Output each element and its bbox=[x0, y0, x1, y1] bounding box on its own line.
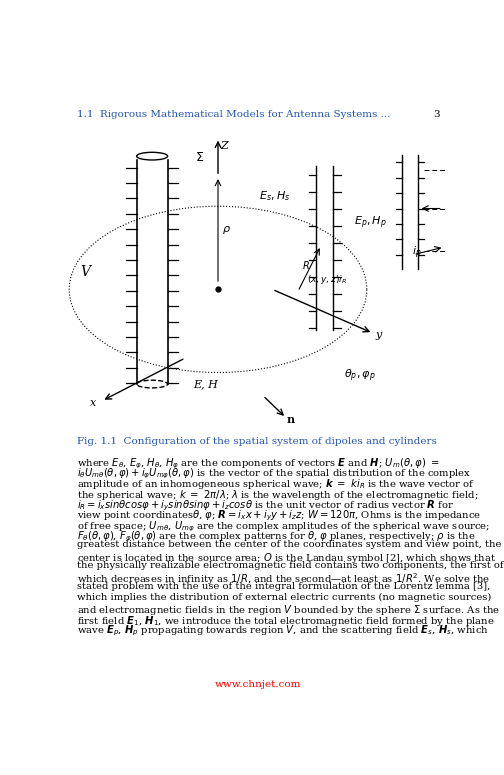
Text: $F_\theta(\theta,\varphi)$, $F_\varphi(\theta,\varphi)$ are the complex patterns: $F_\theta(\theta,\varphi)$, $F_\varphi(\… bbox=[77, 530, 476, 544]
Text: x: x bbox=[90, 398, 96, 408]
Text: which implies the distribution of external electric currents (no magnetic source: which implies the distribution of extern… bbox=[77, 593, 491, 601]
Text: $i_p$: $i_p$ bbox=[412, 244, 421, 260]
Text: Fig. 1.1  Configuration of the spatial system of dipoles and cylinders: Fig. 1.1 Configuration of the spatial sy… bbox=[77, 437, 437, 446]
Text: the spherical wave; $k$ $=$ $2\pi/\lambda$; $\lambda$ is the wavelength of the e: the spherical wave; $k$ $=$ $2\pi/\lambd… bbox=[77, 487, 478, 502]
Text: www.chnjet.com: www.chnjet.com bbox=[215, 680, 301, 689]
Text: of free space; $U_{m\theta}$, $U_{m\varphi}$ are the complex amplitudes of the s: of free space; $U_{m\theta}$, $U_{m\varp… bbox=[77, 519, 490, 534]
Text: center is located in the source area; $O$ is the Landau symbol [2], which shows : center is located in the source area; $O… bbox=[77, 551, 496, 565]
Text: $\theta_p, \varphi_p$: $\theta_p, \varphi_p$ bbox=[344, 367, 376, 384]
Text: E, H: E, H bbox=[193, 379, 218, 389]
Text: 1.1  Rigorous Mathematical Models for Antenna Systems ...: 1.1 Rigorous Mathematical Models for Ant… bbox=[77, 110, 390, 119]
Text: amplitude of an inhomogeneous spherical wave; $\boldsymbol{k}$ $=$ $ki_R$ is the: amplitude of an inhomogeneous spherical … bbox=[77, 477, 475, 491]
Text: y: y bbox=[375, 330, 382, 339]
Text: $\rho$: $\rho$ bbox=[222, 224, 231, 236]
Text: greatest distance between the center of the coordinates system and view point, t: greatest distance between the center of … bbox=[77, 540, 501, 549]
Text: $R$: $R$ bbox=[302, 259, 309, 270]
Text: $i_\theta U_{m\theta}(\theta,\varphi) + i_\varphi U_{m\varphi}(\theta,\varphi)$ : $i_\theta U_{m\theta}(\theta,\varphi) + … bbox=[77, 467, 471, 481]
Text: 3: 3 bbox=[433, 110, 439, 119]
Text: first field $\boldsymbol{E}_1$, $\boldsymbol{H}_1$, we introduce the total elect: first field $\boldsymbol{E}_1$, $\boldsy… bbox=[77, 614, 495, 628]
Text: and electromagnetic fields in the region $V$ bounded by the sphere $\Sigma$ surf: and electromagnetic fields in the region… bbox=[77, 603, 500, 617]
Text: wave $\boldsymbol{E}_p$, $\boldsymbol{H}_p$ propagating towards region $V$, and : wave $\boldsymbol{E}_p$, $\boldsymbol{H}… bbox=[77, 624, 489, 639]
Text: $E_s, H_s$: $E_s, H_s$ bbox=[259, 189, 290, 203]
Text: which decreases in infinity as $1/R$, and the second—at least as $1/R^2$. We sol: which decreases in infinity as $1/R$, an… bbox=[77, 572, 490, 587]
Text: Z: Z bbox=[220, 141, 228, 151]
Text: the physically realizable electromagnetic field contains two components, the fir: the physically realizable electromagneti… bbox=[77, 561, 503, 570]
Text: $i_R = i_xsin\theta cos\varphi + i_ysin\theta sin\varphi + i_zcos\theta$ is the : $i_R = i_xsin\theta cos\varphi + i_ysin\… bbox=[77, 498, 454, 513]
Text: $\Sigma$: $\Sigma$ bbox=[195, 151, 204, 164]
Text: $(x,y,z)i_R$: $(x,y,z)i_R$ bbox=[307, 273, 347, 286]
Text: view point coordinates$\theta$, $\varphi$; $\boldsymbol{R} = i_xx+i_yy+i_zz$; $W: view point coordinates$\theta$, $\varphi… bbox=[77, 509, 481, 523]
Text: V: V bbox=[80, 265, 90, 279]
Text: n: n bbox=[287, 414, 295, 425]
Text: stated problem with the use of the integral formulation of the Lorentz lemma [3]: stated problem with the use of the integ… bbox=[77, 582, 490, 591]
Text: where $E_\theta$, $E_\varphi$, $H_\theta$, $H_\varphi$ are the components of vec: where $E_\theta$, $E_\varphi$, $H_\theta… bbox=[77, 456, 439, 471]
Text: $E_p, H_p$: $E_p, H_p$ bbox=[354, 215, 387, 231]
